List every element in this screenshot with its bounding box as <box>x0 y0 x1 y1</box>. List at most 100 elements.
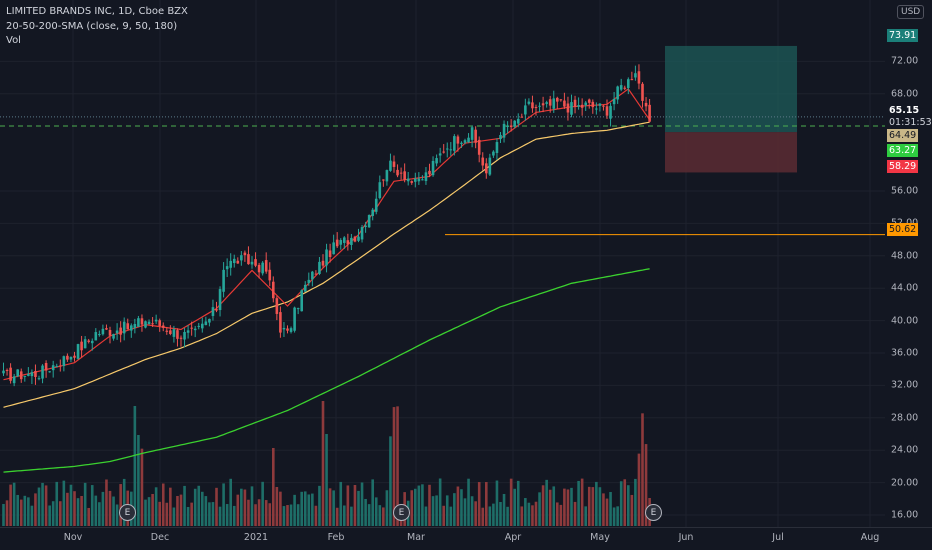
candle-body <box>343 237 346 243</box>
volume-bar <box>335 507 339 526</box>
candle-body <box>169 330 172 334</box>
volume-bar <box>186 506 190 526</box>
candle-body <box>158 320 161 326</box>
volume-bar <box>531 505 534 526</box>
candle-body <box>105 328 108 330</box>
volume-bar <box>34 493 37 526</box>
volume-bar <box>279 491 282 526</box>
candle-body <box>346 240 350 245</box>
candle-body <box>2 370 5 374</box>
volume-bar <box>477 482 481 526</box>
earnings-marker[interactable]: E <box>645 504 662 521</box>
candle-body <box>229 260 232 268</box>
candle-body <box>133 324 137 329</box>
volume-bar <box>250 486 254 526</box>
candle-body <box>339 240 343 245</box>
volume-bar <box>570 487 573 526</box>
candle-body <box>62 356 66 367</box>
volume-bar <box>9 484 12 526</box>
candle-body <box>51 365 55 371</box>
level-price-badge: 50.62 <box>887 223 919 236</box>
volume-bar <box>346 485 350 526</box>
volume-bar <box>115 504 119 526</box>
volume-bar <box>300 491 303 526</box>
stop-price-badge: 58.29 <box>887 160 919 173</box>
risk-reward-tool[interactable] <box>665 45 797 173</box>
candle-body <box>399 172 403 174</box>
earnings-marker[interactable]: E <box>119 504 136 521</box>
candle-body <box>247 254 250 265</box>
volume-bar <box>612 507 616 526</box>
candle-body <box>34 370 37 377</box>
candle-body <box>307 279 311 283</box>
volume-bar <box>154 487 158 526</box>
indicator-title[interactable]: 20-50-200-SMA (close, 9, 50, 180) <box>6 20 178 32</box>
volume-bar <box>577 480 580 526</box>
volume-bar <box>119 484 122 526</box>
candle-body <box>357 236 360 241</box>
volume-bar <box>73 491 76 526</box>
candle-body <box>566 103 570 113</box>
candle-body <box>595 108 598 110</box>
volume-bar <box>520 506 524 526</box>
candle-body <box>435 158 438 164</box>
price-tick-label: 68.00 <box>891 88 919 100</box>
volume-bar <box>566 489 570 526</box>
candle-body <box>193 328 197 331</box>
volume-bar <box>87 507 90 526</box>
candle-body <box>275 298 279 314</box>
stop-zone[interactable] <box>665 132 797 173</box>
volume-bar <box>453 493 456 526</box>
volume-bar <box>584 506 587 526</box>
volume-bar <box>76 498 80 526</box>
candle-body <box>137 318 140 327</box>
volume-bar <box>623 479 627 526</box>
volume-bar <box>5 500 9 526</box>
candle-body <box>30 372 34 377</box>
candle-body <box>598 103 602 106</box>
volume-bar <box>456 486 460 526</box>
currency-label[interactable]: USD <box>897 5 925 19</box>
volume-title[interactable]: Vol <box>6 35 21 46</box>
earnings-marker[interactable]: E <box>393 504 410 521</box>
candle-body <box>101 328 105 335</box>
volume-bar <box>229 478 232 526</box>
time-tick-label: Dec <box>150 532 170 543</box>
candle-body <box>257 264 261 273</box>
volume-bar <box>467 478 470 526</box>
volume-bar <box>435 495 438 526</box>
candle-body <box>83 339 87 349</box>
candle-body <box>385 170 389 182</box>
candle-body <box>477 139 481 155</box>
candle-body <box>577 105 580 107</box>
volume-bar <box>442 505 445 526</box>
price-tick-label: 36.00 <box>891 347 919 359</box>
candle-body <box>563 100 566 107</box>
volume-bar <box>243 489 247 526</box>
candle-body <box>449 149 453 151</box>
candle-body <box>296 308 300 310</box>
volume-bar <box>321 401 325 526</box>
candle-body <box>183 331 186 340</box>
symbol-title[interactable]: LIMITED BRANDS INC, 1D, Cboe BZX <box>6 6 188 17</box>
candle-body <box>112 334 115 339</box>
target-zone[interactable] <box>665 45 797 133</box>
candle-body <box>272 281 275 299</box>
volume-bar <box>232 505 236 526</box>
volume-bar <box>534 501 538 526</box>
volume-bar <box>12 482 16 526</box>
candle-body <box>119 327 122 335</box>
volume-bar <box>353 485 357 526</box>
candle-body <box>94 332 98 341</box>
volume-bar <box>634 478 637 526</box>
volume-bar <box>339 481 343 526</box>
candle-body <box>616 86 619 100</box>
candle-body <box>215 309 218 311</box>
candle-body <box>176 330 179 339</box>
volume-bar <box>19 499 23 526</box>
candle-body <box>417 178 421 182</box>
sma-lines <box>3 88 651 473</box>
candlestick-series <box>2 64 651 387</box>
volume-bar <box>247 499 250 526</box>
